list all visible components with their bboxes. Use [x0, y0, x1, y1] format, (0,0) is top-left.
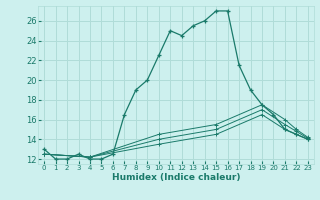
X-axis label: Humidex (Indice chaleur): Humidex (Indice chaleur)	[112, 173, 240, 182]
